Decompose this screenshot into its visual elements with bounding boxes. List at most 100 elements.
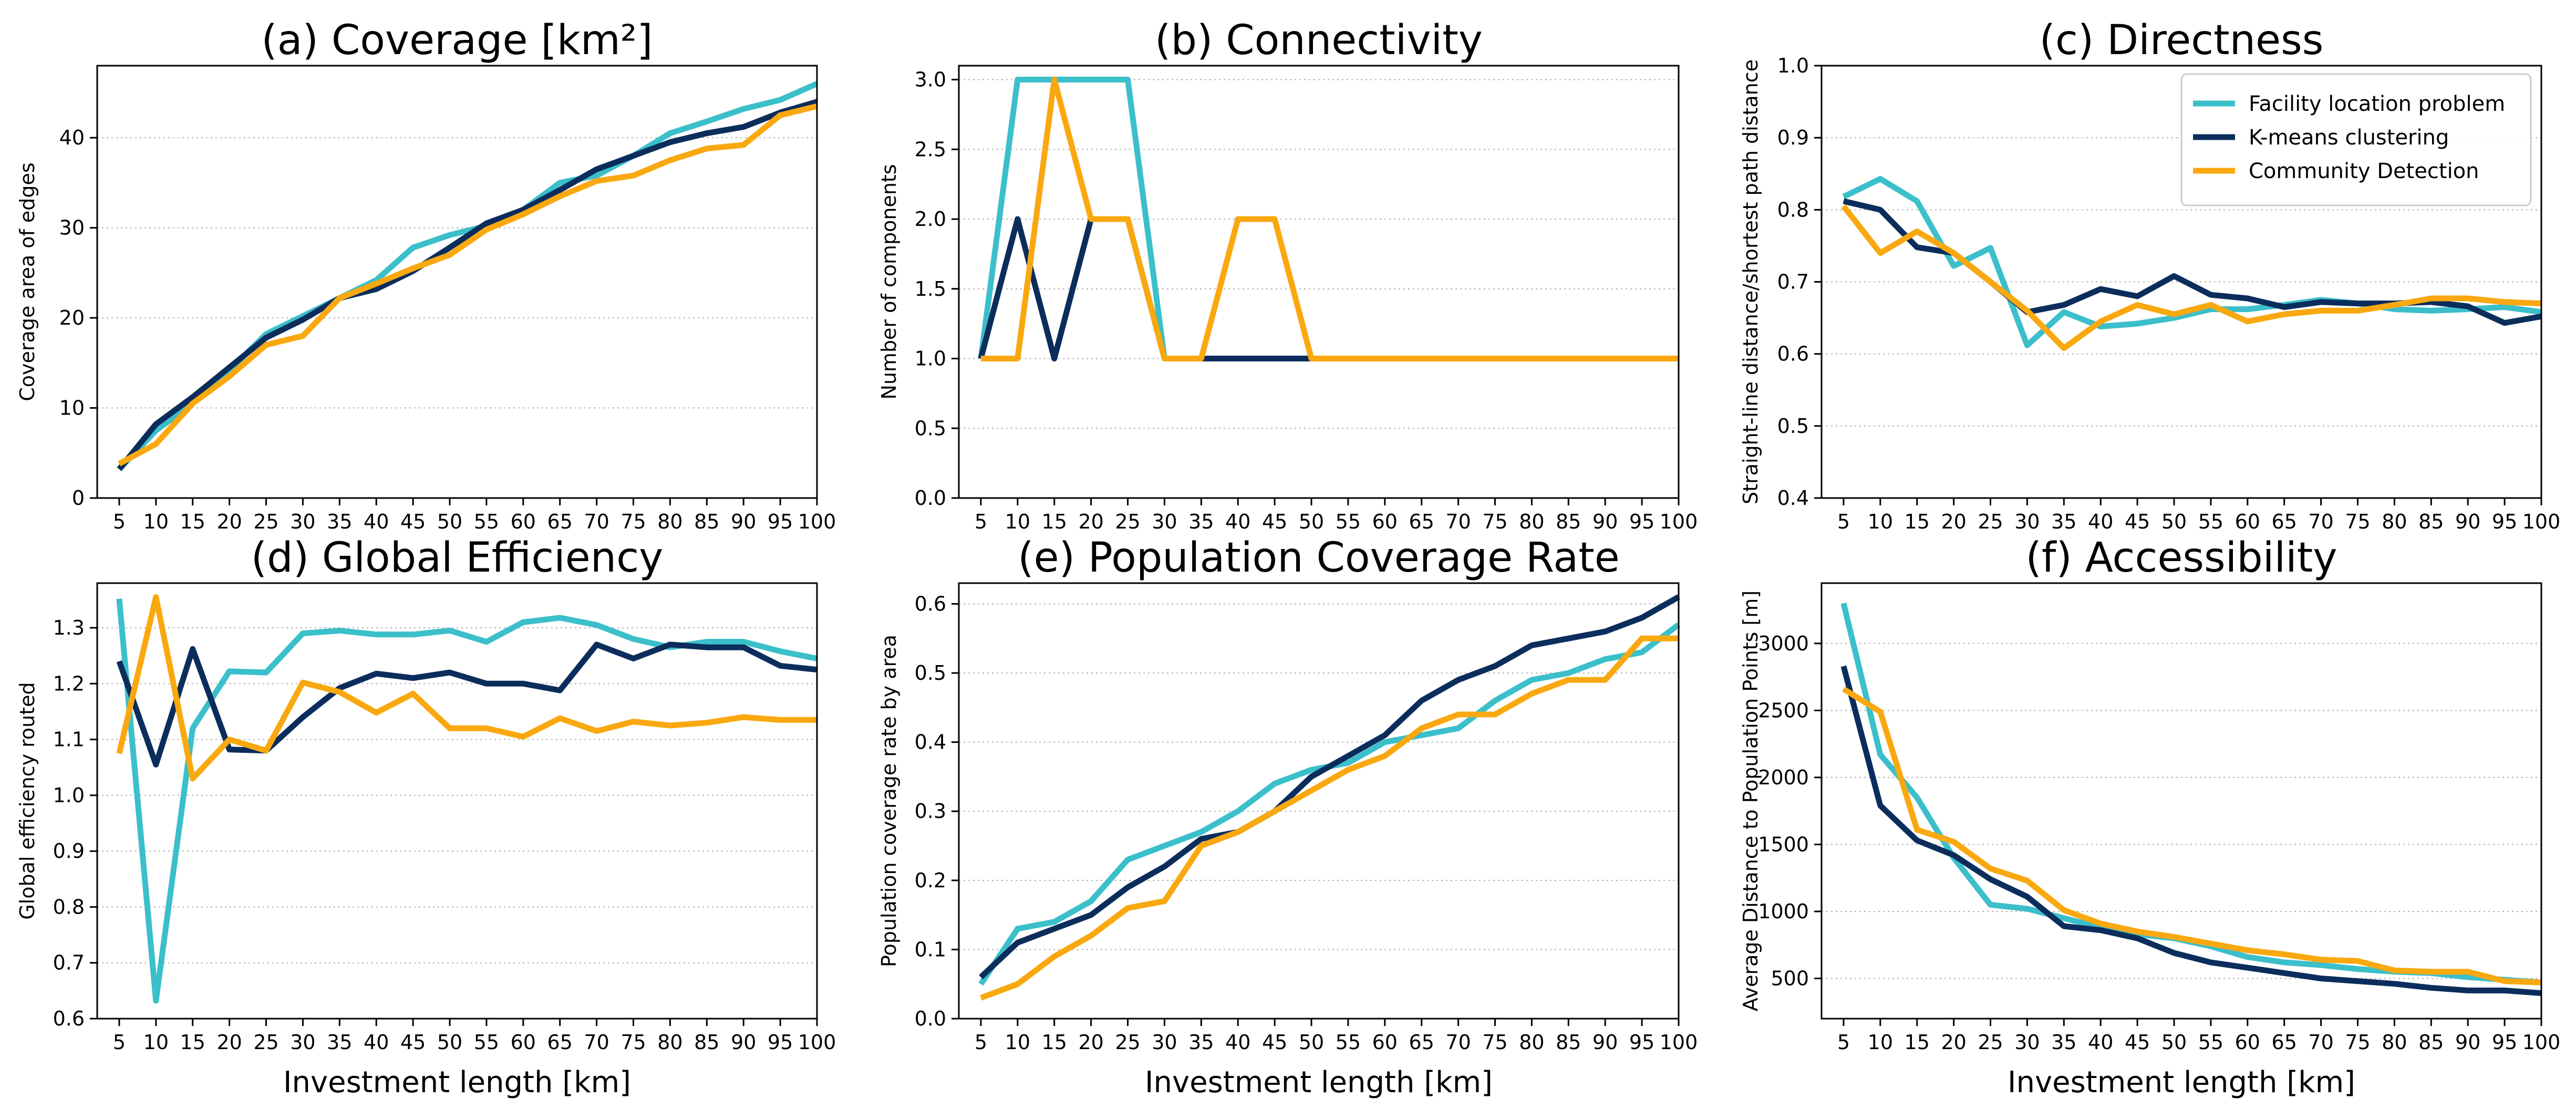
x-tick-label: 100	[798, 1031, 836, 1054]
x-tick-label: 30	[1152, 510, 1177, 533]
x-tick-label: 20	[216, 1031, 242, 1054]
x-tick-label: 85	[2418, 1031, 2444, 1054]
y-tick-label: 0.6	[915, 592, 946, 615]
y-axis-label: Global efficiency routed	[16, 682, 39, 919]
x-tick-label: 10	[143, 510, 169, 533]
y-tick-label: 1.5	[915, 277, 946, 300]
x-tick-label: 15	[180, 510, 205, 533]
y-tick-label: 0.7	[53, 951, 85, 975]
legend-entry-facility: Facility location problem	[2249, 92, 2505, 116]
chart-panel-4: 0.6 0.7 0.8 0.9 1.0 1.1 1.2 1.3 5 10 15 20 25 30 35 40 4…	[16, 534, 836, 1100]
x-tick-label: 70	[2308, 1031, 2333, 1054]
series-line-facility	[116, 598, 818, 1004]
x-tick-label: 100	[2522, 1031, 2561, 1054]
x-tick-label: 10	[1868, 510, 1893, 533]
x-tick-label: 50	[437, 510, 462, 533]
x-tick-label: 60	[511, 510, 536, 533]
x-tick-label: 10	[1005, 510, 1030, 533]
x-tick-label: 5	[1837, 1031, 1850, 1054]
x-tick-label: 40	[2088, 510, 2113, 533]
x-tick-label: 80	[657, 1031, 682, 1054]
x-tick-label: 90	[2455, 1031, 2480, 1054]
x-tick-label: 90	[731, 510, 756, 533]
x-tick-label: 65	[2272, 1031, 2297, 1054]
x-tick-label: 35	[1188, 510, 1214, 533]
legend-box	[2180, 73, 2532, 206]
x-tick-label: 75	[2345, 1031, 2370, 1054]
x-tick-label: 95	[1629, 510, 1654, 533]
series-line-community	[116, 594, 817, 782]
x-tick-label: 65	[547, 1031, 573, 1054]
y-tick-label: 0.2	[915, 869, 946, 892]
x-axis-label: Investment length [km]	[283, 1065, 631, 1100]
x-tick-label: 45	[1262, 510, 1287, 533]
x-tick-label: 15	[1042, 510, 1067, 533]
x-tick-label: 15	[180, 1031, 205, 1054]
x-tick-label: 70	[2308, 510, 2333, 533]
y-tick-label: 20	[59, 306, 85, 329]
x-tick-label: 15	[1042, 1031, 1067, 1054]
y-tick-label: 2.5	[915, 138, 946, 161]
x-tick-label: 15	[1905, 510, 1930, 533]
series-line-community	[979, 635, 1679, 1001]
x-tick-label: 25	[253, 1031, 278, 1054]
y-axis-label: Number of components	[877, 164, 901, 399]
x-tick-label: 5	[1837, 510, 1850, 533]
y-tick-label: 0.3	[915, 800, 946, 823]
x-tick-label: 95	[2492, 510, 2517, 533]
x-tick-label: 40	[364, 1031, 389, 1054]
x-tick-label: 90	[1592, 1031, 1618, 1054]
x-tick-label: 5	[975, 1031, 987, 1054]
x-tick-label: 45	[2125, 1031, 2150, 1054]
x-tick-label: 10	[1005, 1031, 1030, 1054]
x-tick-label: 35	[327, 1031, 352, 1054]
x-tick-label: 100	[2522, 510, 2561, 533]
y-tick-label: 1.2	[53, 672, 85, 695]
series-line-community	[1842, 686, 2542, 986]
x-tick-label: 75	[620, 1031, 646, 1054]
chart-title: (e) Population Coverage Rate	[1018, 534, 1620, 582]
x-tick-label: 60	[1372, 510, 1398, 533]
x-tick-label: 65	[1409, 1031, 1434, 1054]
x-tick-label: 80	[1519, 510, 1544, 533]
x-tick-label: 80	[657, 510, 682, 533]
x-tick-label: 30	[290, 510, 315, 533]
y-tick-label: 0.8	[53, 895, 85, 918]
series-line-community	[118, 103, 818, 467]
y-tick-label: 0.8	[1777, 198, 1809, 221]
x-tick-label: 40	[1225, 510, 1250, 533]
x-tick-label: 80	[1519, 1031, 1544, 1054]
chart-panel-2: 0.0 0.5 1.0 1.5 2.0 2.5 3.0 5 10 15 20 25 30 35 40 45 50…	[877, 17, 1698, 533]
legend: Facility location problem K-means cluster…	[2180, 73, 2532, 206]
axes-frame	[958, 582, 1680, 1020]
x-tick-label: 60	[1372, 1031, 1398, 1054]
y-tick-label: 1.0	[915, 347, 946, 370]
x-tick-label: 85	[1556, 510, 1581, 533]
x-tick-label: 85	[694, 510, 719, 533]
x-tick-label: 65	[1409, 510, 1434, 533]
y-tick-label: 1500	[1758, 833, 1809, 856]
x-tick-label: 55	[474, 1031, 499, 1054]
x-tick-label: 70	[584, 1031, 609, 1054]
y-tick-label: 500	[1771, 967, 1809, 990]
chart-title: (d) Global Efficiency	[251, 534, 664, 582]
x-tick-label: 95	[768, 1031, 793, 1054]
x-tick-label: 95	[768, 510, 793, 533]
y-tick-label: 30	[59, 216, 85, 240]
chart-panel-6: 500 1000 1500 2000 2500 3000 5 10 15 20 25 30 35 40 45…	[1739, 534, 2560, 1100]
y-tick-label: 1.0	[53, 784, 85, 807]
series-line-facility	[1842, 175, 2542, 348]
x-tick-label: 100	[1660, 1031, 1698, 1054]
x-tick-label: 5	[975, 510, 987, 533]
x-tick-label: 70	[584, 510, 609, 533]
y-tick-label: 1.3	[53, 616, 85, 639]
y-tick-label: 0.6	[53, 1007, 85, 1030]
axes-frame	[1820, 582, 2542, 1020]
x-tick-label: 75	[1482, 1031, 1507, 1054]
x-tick-label: 100	[798, 510, 836, 533]
x-tick-label: 95	[1629, 1031, 1654, 1054]
x-axis-label: Investment length [km]	[1145, 1065, 1493, 1100]
y-tick-label: 0.9	[1777, 126, 1809, 149]
y-tick-label: 2.0	[915, 208, 946, 231]
x-tick-label: 30	[2014, 510, 2040, 533]
